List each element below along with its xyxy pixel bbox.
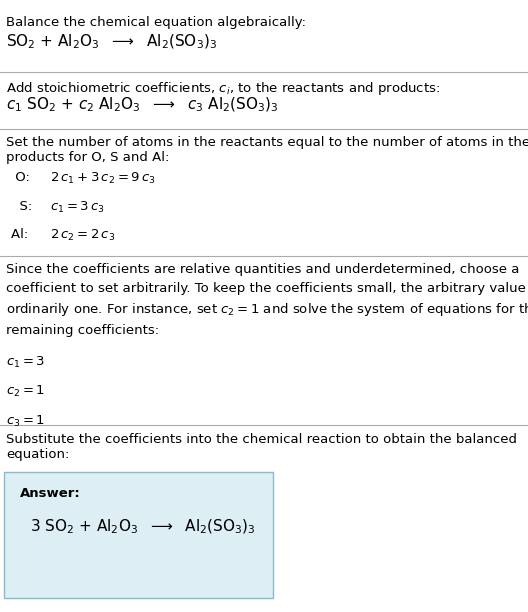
- Text: $2\,c_1 + 3\,c_2 = 9\,c_3$: $2\,c_1 + 3\,c_2 = 9\,c_3$: [50, 171, 156, 187]
- Text: 3 SO$_2$ + Al$_2$O$_3$  $\longrightarrow$  Al$_2$(SO$_3$)$_3$: 3 SO$_2$ + Al$_2$O$_3$ $\longrightarrow$…: [30, 517, 256, 536]
- Text: Since the coefficients are relative quantities and underdetermined, choose a
coe: Since the coefficients are relative quan…: [6, 263, 528, 337]
- Text: Set the number of atoms in the reactants equal to the number of atoms in the
pro: Set the number of atoms in the reactants…: [6, 136, 528, 164]
- Text: $c_1 = 3$: $c_1 = 3$: [6, 355, 45, 370]
- Text: $c_3 = 1$: $c_3 = 1$: [6, 414, 45, 429]
- Text: Substitute the coefficients into the chemical reaction to obtain the balanced
eq: Substitute the coefficients into the che…: [6, 433, 517, 461]
- FancyBboxPatch shape: [4, 472, 273, 598]
- Text: S:: S:: [11, 200, 36, 212]
- Text: $c_1 = 3\,c_3$: $c_1 = 3\,c_3$: [50, 200, 105, 215]
- Text: Al:: Al:: [11, 228, 32, 241]
- Text: O:: O:: [11, 171, 34, 184]
- Text: Balance the chemical equation algebraically:: Balance the chemical equation algebraica…: [6, 16, 306, 29]
- Text: $c_1$ SO$_2$ + $c_2$ Al$_2$O$_3$  $\longrightarrow$  $c_3$ Al$_2$(SO$_3$)$_3$: $c_1$ SO$_2$ + $c_2$ Al$_2$O$_3$ $\longr…: [6, 96, 279, 114]
- Text: Add stoichiometric coefficients, $c_i$, to the reactants and products:: Add stoichiometric coefficients, $c_i$, …: [6, 80, 440, 97]
- Text: $2\,c_2 = 2\,c_3$: $2\,c_2 = 2\,c_3$: [50, 228, 116, 243]
- Text: $c_2 = 1$: $c_2 = 1$: [6, 384, 45, 400]
- Text: Answer:: Answer:: [20, 487, 80, 499]
- Text: SO$_2$ + Al$_2$O$_3$  $\longrightarrow$  Al$_2$(SO$_3$)$_3$: SO$_2$ + Al$_2$O$_3$ $\longrightarrow$ A…: [6, 33, 218, 51]
